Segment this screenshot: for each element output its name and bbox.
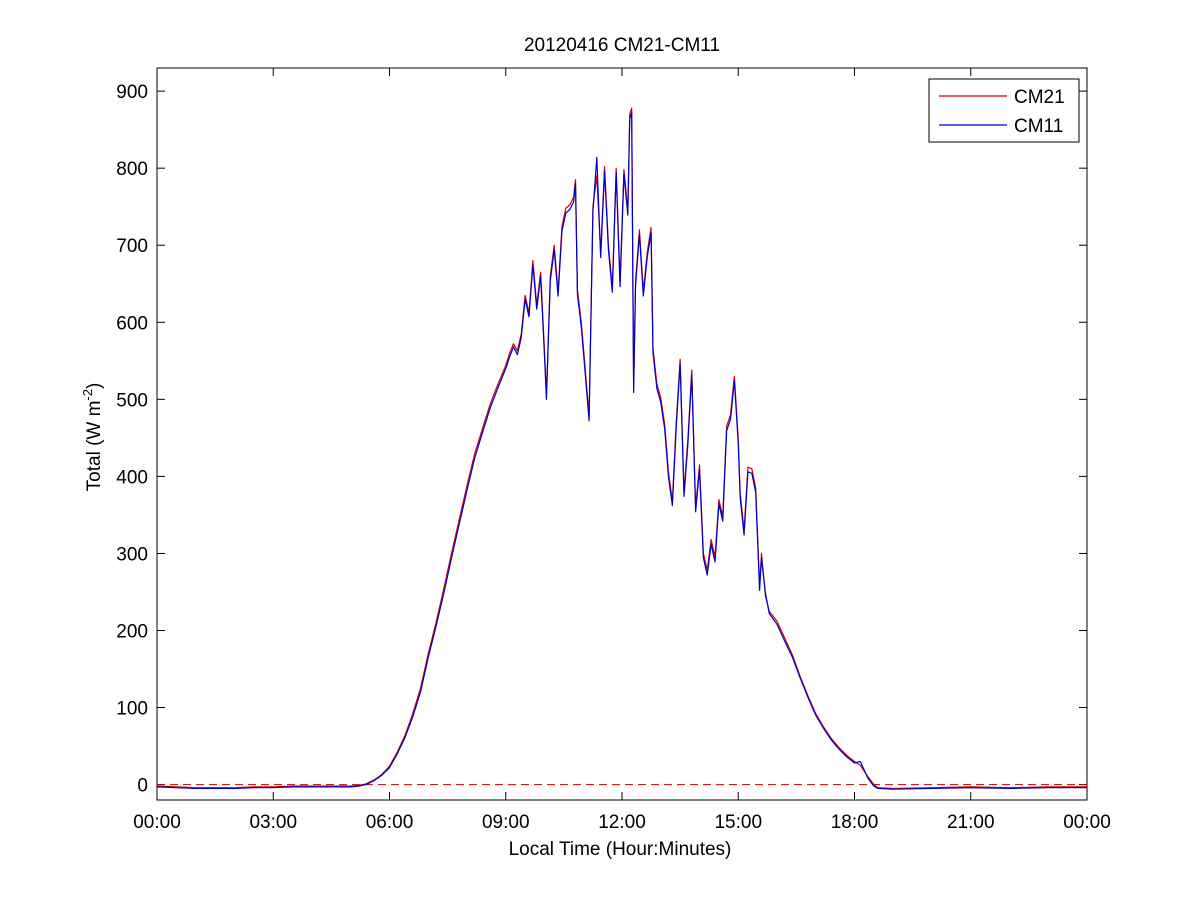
y-tick-label: 700 bbox=[116, 236, 148, 257]
x-tick-label: 09:00 bbox=[482, 812, 530, 833]
x-tick-label: 15:00 bbox=[714, 812, 762, 833]
legend-label-cm21: CM21 bbox=[1014, 87, 1065, 108]
y-tick-label: 800 bbox=[116, 159, 148, 180]
legend-box bbox=[928, 78, 1080, 143]
x-tick-label: 12:00 bbox=[598, 812, 646, 833]
y-axis-label-end: ) bbox=[84, 383, 105, 389]
legend: CM21 CM11 bbox=[928, 78, 1080, 143]
x-tick-label: 00:00 bbox=[133, 812, 181, 833]
y-tick-label: 600 bbox=[116, 313, 148, 334]
legend-label-cm11: CM11 bbox=[1014, 116, 1063, 137]
y-axis-label-base: Total (W m bbox=[84, 401, 105, 492]
plot-area bbox=[156, 67, 1088, 801]
x-tick-label: 03:00 bbox=[249, 812, 297, 833]
y-tick-label: 200 bbox=[116, 621, 148, 642]
x-axis-label: Local Time (Hour:Minutes) bbox=[509, 839, 732, 860]
x-tick-label: 00:00 bbox=[1063, 812, 1111, 833]
x-tick-label: 06:00 bbox=[366, 812, 414, 833]
y-tick-label: 100 bbox=[116, 699, 148, 720]
x-tick-label: 21:00 bbox=[947, 812, 995, 833]
y-tick-label: 500 bbox=[116, 390, 148, 411]
series-line-cm11 bbox=[156, 112, 1087, 790]
series-layer bbox=[156, 107, 1087, 790]
y-tick-label: 900 bbox=[116, 82, 148, 103]
chart-title: 20120416 CM21-CM11 bbox=[524, 35, 720, 56]
x-tick-label: 18:00 bbox=[831, 812, 879, 833]
y-axis-ticks: 0 100 200 300 400 500 600 700 800 900 bbox=[116, 82, 1087, 797]
x-axis-ticks: 00:00 03:00 06:00 09:00 12:00 15:00 18:00 21:00… bbox=[133, 68, 1111, 833]
y-tick-label: 400 bbox=[116, 467, 148, 488]
y-tick-label: 300 bbox=[116, 544, 148, 565]
series-line-cm21 bbox=[156, 107, 1087, 790]
y-axis-label-sup: -2 bbox=[80, 389, 95, 401]
y-axis-label: Total (W m-2) bbox=[80, 383, 105, 492]
y-tick-label: 0 bbox=[137, 776, 148, 797]
